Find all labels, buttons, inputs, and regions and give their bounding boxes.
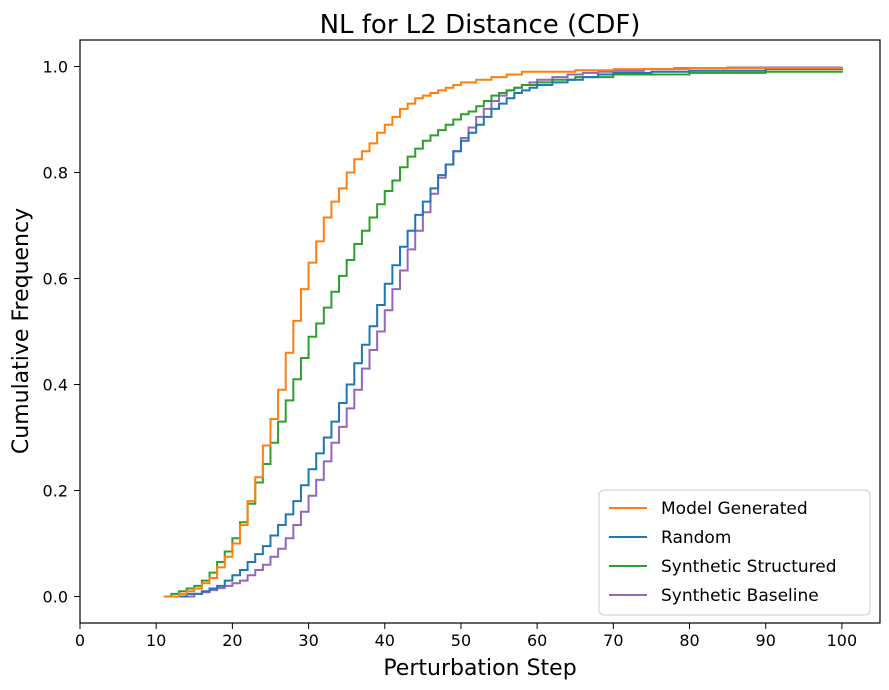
y-tick-label: 0.2 — [43, 482, 68, 501]
legend-label-model-generated: Model Generated — [661, 499, 808, 519]
x-tick-label: 70 — [603, 631, 623, 650]
x-tick-label: 10 — [146, 631, 166, 650]
y-tick-label: 0.8 — [43, 164, 68, 183]
legend: Model Generated Random Synthetic Structure… — [598, 489, 871, 616]
x-tick-label: 30 — [298, 631, 318, 650]
x-tick-label: 0 — [75, 631, 85, 650]
plot-area: 0 10 20 30 40 50 60 70 80 90 100 0.0 0.2 0.4 0.6 0.8 1.… — [43, 39, 881, 650]
series-line-synthetic-structured — [163, 70, 843, 598]
x-tick-label: 80 — [679, 631, 699, 650]
x-tick-label: 40 — [375, 631, 395, 650]
y-tick-label: 0.0 — [43, 588, 68, 607]
x-tick-label: 20 — [222, 631, 242, 650]
series-line-synthetic-baseline — [171, 66, 843, 598]
x-axis-ticks: 0 10 20 30 40 50 60 70 80 90 100 — [75, 623, 857, 650]
y-tick-label: 0.4 — [43, 376, 68, 395]
legend-items: Model Generated Random Synthetic Structure… — [609, 499, 837, 606]
x-tick-label: 90 — [756, 631, 776, 650]
chart-title: NL for L2 Distance (CDF) — [320, 10, 641, 40]
y-axis-ticks: 0.0 0.2 0.4 0.6 0.8 1.0 — [43, 58, 80, 607]
legend-label-synthetic-structured: Synthetic Structured — [661, 557, 837, 577]
legend-label-synthetic-baseline: Synthetic Baseline — [661, 586, 819, 606]
plot-frame — [79, 39, 881, 624]
legend-label-random: Random — [661, 528, 731, 548]
x-axis-label: Perturbation Step — [383, 656, 576, 681]
x-tick-label: 50 — [451, 631, 471, 650]
legend-box — [598, 489, 871, 616]
series-line-random — [171, 68, 843, 598]
x-tick-label: 60 — [527, 631, 547, 650]
y-tick-label: 1.0 — [43, 58, 68, 77]
series-layer — [163, 66, 843, 598]
series-line-model-generated — [163, 67, 843, 598]
x-tick-label: 100 — [827, 631, 858, 650]
y-tick-label: 0.6 — [43, 270, 68, 289]
y-axis-label: Cumulative Frequency — [9, 208, 34, 454]
